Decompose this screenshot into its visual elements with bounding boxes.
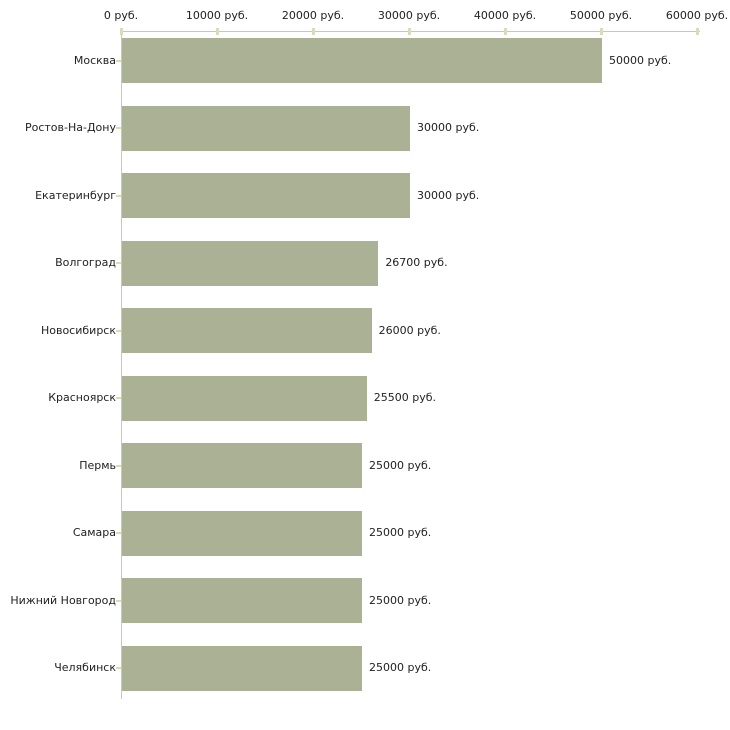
x-axis-tick-mark (408, 28, 411, 35)
category-label: Екатеринбург (35, 188, 116, 202)
y-axis-line (121, 31, 122, 699)
x-axis-tick-label: 30000 руб. (377, 9, 441, 22)
value-label: 30000 руб. (417, 121, 480, 134)
x-axis-tick-label: 0 руб. (103, 9, 139, 22)
y-axis-tick-mark (116, 599, 121, 602)
value-label: 30000 руб. (417, 188, 480, 202)
value-label: 25000 руб. (369, 593, 432, 607)
value-label: 50000 руб. (609, 53, 672, 67)
x-axis-tick-label: 60000 руб. (665, 9, 729, 22)
category-label: Москва (73, 53, 116, 67)
y-axis-tick-mark (116, 532, 121, 534)
x-axis-tick-mark (216, 28, 219, 35)
x-axis-tick-mark (312, 28, 315, 35)
bar (122, 38, 602, 83)
y-axis-tick-mark (116, 127, 121, 129)
x-axis-tick-label: 10000 руб. (185, 9, 249, 22)
value-label: 25000 руб. (369, 458, 432, 472)
bar (122, 173, 410, 218)
y-axis-tick-mark (116, 667, 121, 669)
bar (122, 105, 410, 151)
x-axis-tick-mark (696, 28, 699, 35)
x-axis-tick-label: 40000 руб. (473, 9, 537, 22)
value-label: 26000 руб. (378, 323, 441, 337)
category-label: Красноярск (48, 391, 116, 404)
y-axis-tick-mark (116, 194, 121, 197)
y-axis-tick-mark (116, 464, 121, 467)
x-axis-tick-mark (504, 28, 507, 35)
value-label: 26700 руб. (385, 256, 448, 269)
x-axis-tick-label: 50000 руб. (569, 9, 633, 22)
bar (122, 578, 362, 623)
value-label: 25000 руб. (369, 526, 432, 539)
bar (122, 443, 362, 488)
value-label: 25000 руб. (369, 661, 432, 674)
category-label: Пермь (79, 458, 116, 472)
category-label: Ростов-На-Дону (24, 121, 116, 134)
value-label: 25500 руб. (373, 391, 437, 404)
bar (122, 240, 379, 286)
category-label: Челябинск (54, 661, 116, 674)
y-axis-tick-mark (116, 397, 121, 399)
category-label: Волгоград (55, 256, 116, 269)
bar (122, 510, 362, 556)
x-axis-tick-label: 20000 руб. (281, 9, 345, 22)
y-axis-tick-mark (116, 329, 121, 332)
y-axis-tick-mark (116, 59, 121, 62)
bar (122, 645, 362, 691)
bar (122, 375, 367, 421)
x-axis-tick-mark (600, 28, 603, 35)
bar (122, 308, 372, 353)
x-axis-tick-mark (120, 28, 123, 35)
category-label: Самара (72, 526, 116, 539)
category-label: Нижний Новгород (10, 593, 116, 607)
category-label: Новосибирск (40, 323, 116, 337)
y-axis-tick-mark (116, 262, 121, 264)
